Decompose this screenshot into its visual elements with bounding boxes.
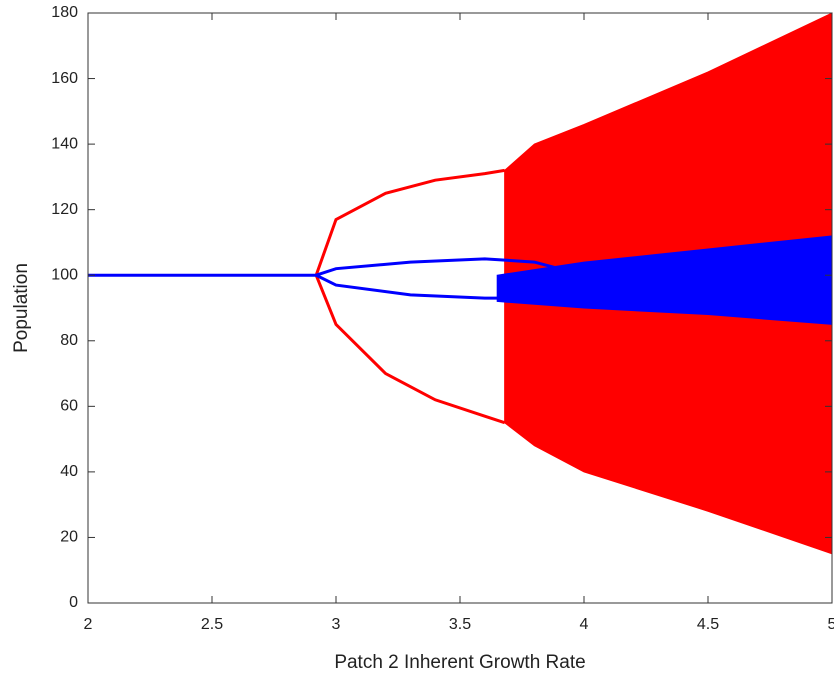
- x-tick-label: 2.5: [201, 616, 223, 633]
- x-tick-label: 2: [84, 616, 93, 633]
- y-tick-label: 140: [51, 135, 78, 152]
- y-tick-label: 180: [51, 4, 78, 21]
- y-tick-label: 80: [60, 332, 78, 349]
- y-tick-label: 120: [51, 201, 78, 218]
- y-tick-label: 0: [69, 594, 78, 611]
- y-tick-label: 40: [60, 463, 78, 480]
- y-axis-label: Population: [11, 263, 32, 353]
- x-tick-label: 4: [580, 616, 589, 633]
- branch-line: [314, 274, 506, 425]
- x-tick-label: 5: [828, 616, 834, 633]
- x-tick-label: 3: [332, 616, 341, 633]
- y-tick-label: 60: [60, 398, 78, 415]
- y-tick-label: 160: [51, 70, 78, 87]
- y-tick-label: 20: [60, 529, 78, 546]
- branch-line: [315, 257, 585, 277]
- x-axis-label: Patch 2 Inherent Growth Rate: [334, 652, 585, 673]
- x-tick-label: 4.5: [697, 616, 719, 633]
- branch-line: [314, 168, 505, 276]
- x-tick-label: 3.5: [449, 616, 471, 633]
- y-tick-label: 100: [51, 266, 78, 283]
